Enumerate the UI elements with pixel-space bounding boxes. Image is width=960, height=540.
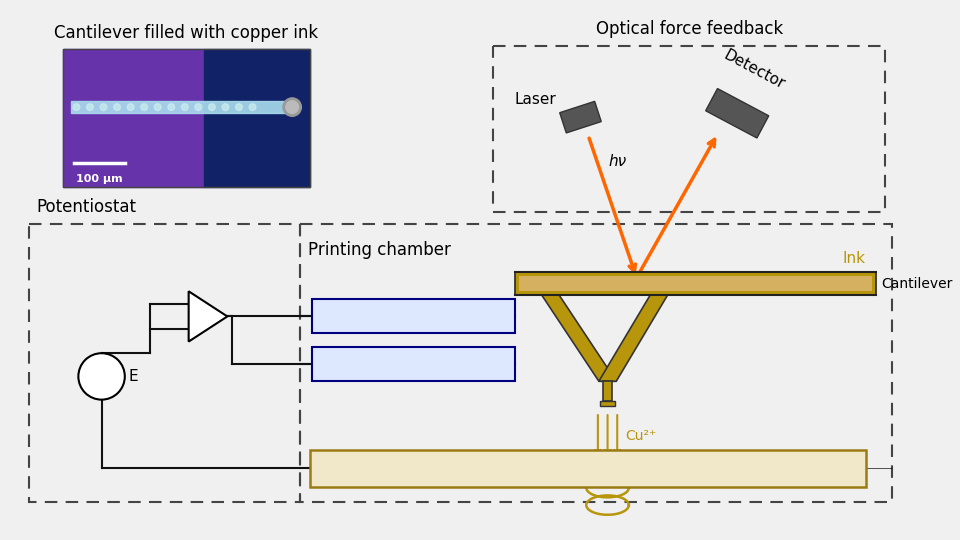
Text: Printing chamber: Printing chamber <box>307 241 450 259</box>
Text: Ink: Ink <box>843 251 866 266</box>
Circle shape <box>141 104 148 111</box>
Text: Detector: Detector <box>722 48 788 92</box>
Text: Laser: Laser <box>515 92 556 107</box>
Polygon shape <box>599 295 667 381</box>
Polygon shape <box>706 89 769 138</box>
Circle shape <box>128 104 134 111</box>
Text: Cantilever filled with copper ink: Cantilever filled with copper ink <box>54 24 319 42</box>
Circle shape <box>113 104 120 111</box>
Circle shape <box>155 104 161 111</box>
Bar <box>311 347 515 381</box>
Text: Potentiostat: Potentiostat <box>36 198 136 216</box>
Circle shape <box>286 101 299 113</box>
Bar <box>204 50 309 187</box>
Text: 2e⁻: 2e⁻ <box>552 473 577 487</box>
Text: E: E <box>129 369 138 384</box>
Circle shape <box>168 104 175 111</box>
Text: hν: hν <box>609 154 626 169</box>
Circle shape <box>195 104 202 111</box>
Circle shape <box>79 353 125 400</box>
Bar <box>311 299 515 333</box>
Bar <box>600 401 615 407</box>
Text: Counter electrode: Counter electrode <box>344 308 482 323</box>
Bar <box>63 50 204 187</box>
Bar <box>63 50 309 187</box>
Text: Reference electrode: Reference electrode <box>336 357 491 372</box>
Circle shape <box>222 104 228 111</box>
Bar <box>71 101 288 113</box>
Text: -: - <box>194 320 199 334</box>
Text: Optical force feedback: Optical force feedback <box>596 20 783 38</box>
Circle shape <box>235 104 242 111</box>
Bar <box>515 272 876 295</box>
Circle shape <box>181 104 188 111</box>
Text: +: + <box>194 299 205 313</box>
Polygon shape <box>560 102 601 133</box>
Polygon shape <box>189 291 228 342</box>
Bar <box>309 450 866 487</box>
Text: Working electrode (Cu substrate): Working electrode (Cu substrate) <box>461 461 715 476</box>
Text: Cantilever: Cantilever <box>881 276 952 291</box>
Bar <box>603 381 612 401</box>
Bar <box>493 45 885 212</box>
Bar <box>300 224 892 502</box>
Circle shape <box>100 104 107 111</box>
Text: Cu²⁺: Cu²⁺ <box>625 429 657 443</box>
Bar <box>518 276 872 291</box>
Polygon shape <box>541 295 616 381</box>
Circle shape <box>208 104 215 111</box>
Circle shape <box>283 98 301 116</box>
Circle shape <box>86 104 93 111</box>
Text: 100 μm: 100 μm <box>77 174 123 184</box>
Circle shape <box>73 104 80 111</box>
Bar <box>29 224 300 502</box>
Circle shape <box>249 104 256 111</box>
